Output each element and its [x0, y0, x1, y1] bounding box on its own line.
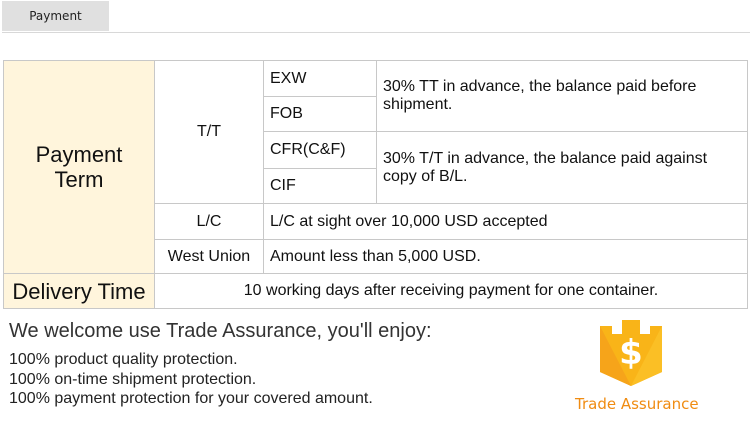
tt-label: T/T [154, 60, 264, 204]
assurance-list: 100% product quality protection. 100% on… [9, 350, 373, 409]
payment-table: Payment Term T/T EXW 30% TT in advance, … [3, 60, 748, 309]
assurance-heading: We welcome use Trade Assurance, you'll e… [9, 320, 432, 342]
lc-label: L/C [154, 203, 264, 240]
trade-assurance-logo-text: Trade Assurance [575, 395, 699, 413]
trade-assurance-shield-icon: $ [600, 320, 662, 386]
term-cfr: CFR(C&F) [263, 131, 377, 169]
tt-note-2: 30% T/T in advance, the balance paid aga… [376, 131, 748, 204]
term-fob: FOB [263, 96, 377, 132]
delivery-time-value: 10 working days after receiving payment … [154, 273, 748, 309]
term-cif: CIF [263, 168, 377, 204]
divider [2, 32, 750, 33]
assurance-item: 100% product quality protection. [9, 351, 238, 368]
tt-note-1: 30% TT in advance, the balance paid befo… [376, 60, 748, 132]
lc-value: L/C at sight over 10,000 USD accepted [263, 203, 748, 240]
payment-term-label: Payment Term [3, 60, 155, 274]
tab-payment[interactable]: Payment [2, 1, 109, 31]
assurance-item: 100% payment protection for your covered… [9, 390, 373, 407]
wu-label: West Union [154, 239, 264, 274]
delivery-time-label: Delivery Time [3, 273, 155, 309]
svg-text:$: $ [619, 333, 643, 373]
wu-value: Amount less than 5,000 USD. [263, 239, 748, 274]
term-exw: EXW [263, 60, 377, 97]
assurance-item: 100% on-time shipment protection. [9, 370, 257, 388]
